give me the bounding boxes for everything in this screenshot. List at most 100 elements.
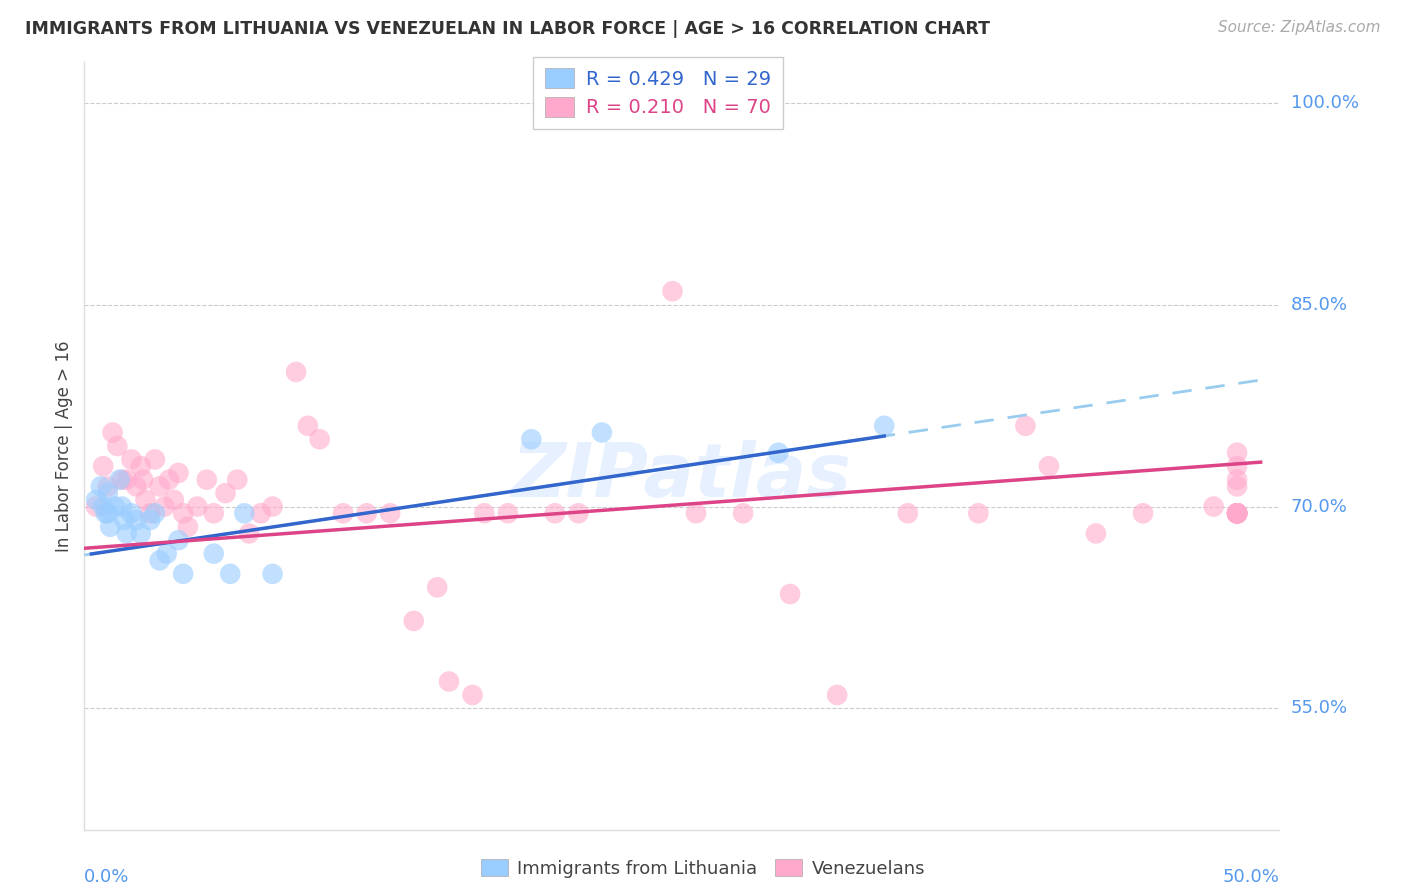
Point [1226,506,1249,520]
Point [153,500,176,514]
Point [219,566,242,581]
Point [149,553,172,567]
Point [139,506,162,520]
Point [1226,506,1249,520]
Point [1226,506,1249,520]
Point [1226,506,1249,520]
Point [120,506,142,520]
Point [544,506,567,520]
Point [167,533,190,548]
Point [115,473,138,487]
Point [661,284,683,298]
Point [380,506,402,520]
Legend: R = 0.429   N = 29, R = 0.210   N = 70: R = 0.429 N = 29, R = 0.210 N = 70 [533,57,783,129]
Point [97,486,120,500]
Text: IMMIGRANTS FROM LITHUANIA VS VENEZUELAN IN LABOR FORCE | AGE > 16 CORRELATION CH: IMMIGRANTS FROM LITHUANIA VS VENEZUELAN … [25,20,990,37]
Text: 55.0%: 55.0% [1291,699,1348,717]
Point [1226,506,1249,520]
Point [249,506,271,520]
Point [567,506,589,520]
Y-axis label: In Labor Force | Age > 16: In Labor Force | Age > 16 [55,340,73,552]
Point [768,446,790,460]
Point [1226,506,1249,520]
Point [591,425,613,440]
Point [262,500,284,514]
Point [233,506,256,520]
Point [112,513,135,527]
Text: 85.0%: 85.0% [1291,295,1347,314]
Point [297,418,319,433]
Text: 0.0%: 0.0% [84,869,129,887]
Point [402,614,425,628]
Text: 50.0%: 50.0% [1223,869,1279,887]
Point [1226,506,1249,520]
Point [84,500,107,514]
Point [129,526,152,541]
Point [897,506,920,520]
Point [202,547,225,561]
Point [332,506,354,520]
Point [1226,446,1249,460]
Point [104,500,127,514]
Point [285,365,308,379]
Text: Source: ZipAtlas.com: Source: ZipAtlas.com [1218,20,1381,35]
Point [163,492,186,507]
Point [520,432,543,446]
Point [156,547,179,561]
Point [1014,418,1036,433]
Text: ZIPatlas: ZIPatlas [512,440,852,513]
Point [496,506,519,520]
Point [90,479,112,493]
Point [238,526,260,541]
Point [149,479,172,493]
Point [101,425,124,440]
Point [202,506,225,520]
Point [685,506,707,520]
Point [967,506,990,520]
Point [97,479,120,493]
Point [1226,473,1249,487]
Point [125,513,148,527]
Point [132,473,155,487]
Point [115,526,138,541]
Point [1226,506,1249,520]
Point [1084,526,1107,541]
Point [1226,506,1249,520]
Point [226,473,249,487]
Point [143,452,166,467]
Point [91,459,114,474]
Point [139,513,162,527]
Point [143,506,166,520]
Point [186,500,208,514]
Point [177,520,200,534]
Point [262,566,284,581]
Point [111,500,134,514]
Point [1226,506,1249,520]
Point [308,432,330,446]
Point [195,473,218,487]
Point [172,566,194,581]
Point [157,473,180,487]
Point [111,473,134,487]
Point [1202,500,1225,514]
Point [105,439,128,453]
Text: 70.0%: 70.0% [1291,498,1347,516]
Point [214,486,236,500]
Point [437,674,460,689]
Point [1226,459,1249,474]
Text: 100.0%: 100.0% [1291,94,1358,112]
Point [84,492,107,507]
Point [167,466,190,480]
Point [825,688,848,702]
Point [172,506,194,520]
Point [129,459,152,474]
Point [120,452,142,467]
Point [91,500,114,514]
Point [1226,506,1249,520]
Point [779,587,801,601]
Point [125,479,148,493]
Legend: Immigrants from Lithuania, Venezuelans: Immigrants from Lithuania, Venezuelans [475,854,931,883]
Point [1132,506,1154,520]
Point [461,688,484,702]
Point [426,580,449,594]
